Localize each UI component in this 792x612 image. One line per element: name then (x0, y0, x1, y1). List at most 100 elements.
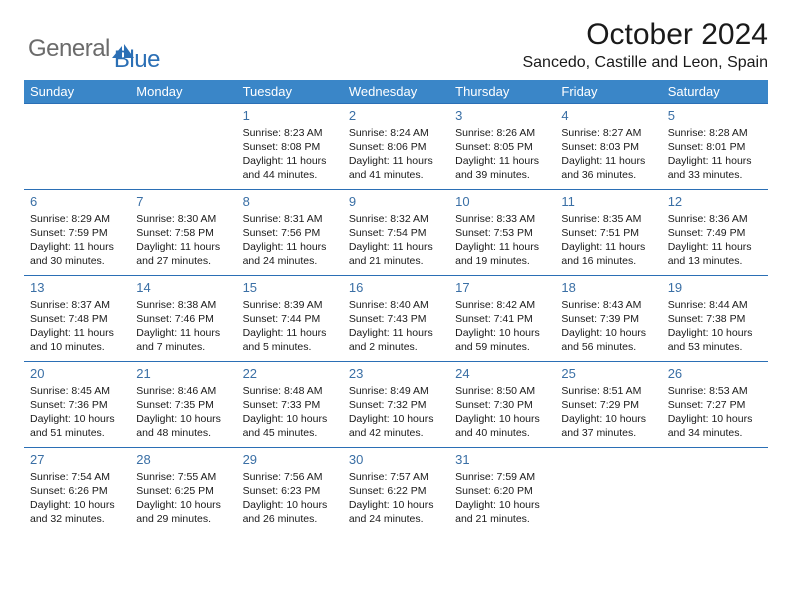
logo: General Blue (28, 24, 160, 74)
day-info: Sunrise: 8:35 AMSunset: 7:51 PMDaylight:… (561, 212, 655, 269)
day-number: 12 (668, 193, 762, 211)
calendar-cell: 29Sunrise: 7:56 AMSunset: 6:23 PMDayligh… (237, 448, 343, 534)
day-number: 30 (349, 451, 443, 469)
day-info: Sunrise: 8:46 AMSunset: 7:35 PMDaylight:… (136, 384, 230, 441)
day-number: 28 (136, 451, 230, 469)
calendar-cell: 27Sunrise: 7:54 AMSunset: 6:26 PMDayligh… (24, 448, 130, 534)
calendar-cell: 26Sunrise: 8:53 AMSunset: 7:27 PMDayligh… (662, 362, 768, 448)
calendar-cell: 12Sunrise: 8:36 AMSunset: 7:49 PMDayligh… (662, 190, 768, 276)
weekday-header-row: Sunday Monday Tuesday Wednesday Thursday… (24, 80, 768, 104)
day-number: 16 (349, 279, 443, 297)
day-number: 13 (30, 279, 124, 297)
calendar-cell: 15Sunrise: 8:39 AMSunset: 7:44 PMDayligh… (237, 276, 343, 362)
calendar-cell: 5Sunrise: 8:28 AMSunset: 8:01 PMDaylight… (662, 104, 768, 190)
logo-text-blue: Blue (114, 46, 160, 74)
calendar-cell: 6Sunrise: 8:29 AMSunset: 7:59 PMDaylight… (24, 190, 130, 276)
calendar-row: 20Sunrise: 8:45 AMSunset: 7:36 PMDayligh… (24, 362, 768, 448)
day-info: Sunrise: 8:30 AMSunset: 7:58 PMDaylight:… (136, 212, 230, 269)
day-number: 19 (668, 279, 762, 297)
day-info: Sunrise: 8:40 AMSunset: 7:43 PMDaylight:… (349, 298, 443, 355)
day-number: 17 (455, 279, 549, 297)
day-info: Sunrise: 8:39 AMSunset: 7:44 PMDaylight:… (243, 298, 337, 355)
day-info: Sunrise: 8:24 AMSunset: 8:06 PMDaylight:… (349, 126, 443, 183)
calendar-table: Sunday Monday Tuesday Wednesday Thursday… (24, 80, 768, 534)
day-info: Sunrise: 8:23 AMSunset: 8:08 PMDaylight:… (243, 126, 337, 183)
day-number: 24 (455, 365, 549, 383)
day-info: Sunrise: 8:50 AMSunset: 7:30 PMDaylight:… (455, 384, 549, 441)
day-number: 6 (30, 193, 124, 211)
weekday-header: Wednesday (343, 80, 449, 104)
day-number: 23 (349, 365, 443, 383)
day-number: 5 (668, 107, 762, 125)
day-info: Sunrise: 7:56 AMSunset: 6:23 PMDaylight:… (243, 470, 337, 527)
day-info: Sunrise: 7:57 AMSunset: 6:22 PMDaylight:… (349, 470, 443, 527)
day-info: Sunrise: 8:36 AMSunset: 7:49 PMDaylight:… (668, 212, 762, 269)
calendar-row: 27Sunrise: 7:54 AMSunset: 6:26 PMDayligh… (24, 448, 768, 534)
calendar-cell: 31Sunrise: 7:59 AMSunset: 6:20 PMDayligh… (449, 448, 555, 534)
day-info: Sunrise: 8:45 AMSunset: 7:36 PMDaylight:… (30, 384, 124, 441)
calendar-cell: 28Sunrise: 7:55 AMSunset: 6:25 PMDayligh… (130, 448, 236, 534)
calendar-cell: 2Sunrise: 8:24 AMSunset: 8:06 PMDaylight… (343, 104, 449, 190)
weekday-header: Saturday (662, 80, 768, 104)
weekday-header: Sunday (24, 80, 130, 104)
day-number: 9 (349, 193, 443, 211)
day-info: Sunrise: 7:59 AMSunset: 6:20 PMDaylight:… (455, 470, 549, 527)
calendar-cell: 14Sunrise: 8:38 AMSunset: 7:46 PMDayligh… (130, 276, 236, 362)
calendar-cell: 3Sunrise: 8:26 AMSunset: 8:05 PMDaylight… (449, 104, 555, 190)
weekday-header: Friday (555, 80, 661, 104)
calendar-cell: 20Sunrise: 8:45 AMSunset: 7:36 PMDayligh… (24, 362, 130, 448)
calendar-cell: 9Sunrise: 8:32 AMSunset: 7:54 PMDaylight… (343, 190, 449, 276)
calendar-cell: 11Sunrise: 8:35 AMSunset: 7:51 PMDayligh… (555, 190, 661, 276)
day-number: 3 (455, 107, 549, 125)
day-number: 1 (243, 107, 337, 125)
calendar-cell: 24Sunrise: 8:50 AMSunset: 7:30 PMDayligh… (449, 362, 555, 448)
calendar-cell: 8Sunrise: 8:31 AMSunset: 7:56 PMDaylight… (237, 190, 343, 276)
day-info: Sunrise: 8:32 AMSunset: 7:54 PMDaylight:… (349, 212, 443, 269)
day-number: 18 (561, 279, 655, 297)
calendar-row: 6Sunrise: 8:29 AMSunset: 7:59 PMDaylight… (24, 190, 768, 276)
calendar-cell: 4Sunrise: 8:27 AMSunset: 8:03 PMDaylight… (555, 104, 661, 190)
day-info: Sunrise: 8:43 AMSunset: 7:39 PMDaylight:… (561, 298, 655, 355)
calendar-cell: 13Sunrise: 8:37 AMSunset: 7:48 PMDayligh… (24, 276, 130, 362)
calendar-cell: 7Sunrise: 8:30 AMSunset: 7:58 PMDaylight… (130, 190, 236, 276)
day-info: Sunrise: 8:49 AMSunset: 7:32 PMDaylight:… (349, 384, 443, 441)
calendar-cell: 23Sunrise: 8:49 AMSunset: 7:32 PMDayligh… (343, 362, 449, 448)
calendar-cell: 22Sunrise: 8:48 AMSunset: 7:33 PMDayligh… (237, 362, 343, 448)
day-info: Sunrise: 7:54 AMSunset: 6:26 PMDaylight:… (30, 470, 124, 527)
day-number: 20 (30, 365, 124, 383)
calendar-cell: 16Sunrise: 8:40 AMSunset: 7:43 PMDayligh… (343, 276, 449, 362)
calendar-cell (555, 448, 661, 534)
day-number: 29 (243, 451, 337, 469)
day-number: 31 (455, 451, 549, 469)
day-info: Sunrise: 8:51 AMSunset: 7:29 PMDaylight:… (561, 384, 655, 441)
day-info: Sunrise: 8:48 AMSunset: 7:33 PMDaylight:… (243, 384, 337, 441)
day-number: 7 (136, 193, 230, 211)
day-info: Sunrise: 8:33 AMSunset: 7:53 PMDaylight:… (455, 212, 549, 269)
calendar-cell: 18Sunrise: 8:43 AMSunset: 7:39 PMDayligh… (555, 276, 661, 362)
day-info: Sunrise: 8:44 AMSunset: 7:38 PMDaylight:… (668, 298, 762, 355)
day-number: 27 (30, 451, 124, 469)
day-number: 4 (561, 107, 655, 125)
day-info: Sunrise: 8:29 AMSunset: 7:59 PMDaylight:… (30, 212, 124, 269)
weekday-header: Tuesday (237, 80, 343, 104)
weekday-header: Thursday (449, 80, 555, 104)
calendar-cell (24, 104, 130, 190)
day-number: 15 (243, 279, 337, 297)
calendar-cell: 30Sunrise: 7:57 AMSunset: 6:22 PMDayligh… (343, 448, 449, 534)
calendar-body: 1Sunrise: 8:23 AMSunset: 8:08 PMDaylight… (24, 104, 768, 534)
day-info: Sunrise: 8:27 AMSunset: 8:03 PMDaylight:… (561, 126, 655, 183)
calendar-cell: 25Sunrise: 8:51 AMSunset: 7:29 PMDayligh… (555, 362, 661, 448)
day-info: Sunrise: 8:38 AMSunset: 7:46 PMDaylight:… (136, 298, 230, 355)
day-number: 22 (243, 365, 337, 383)
weekday-header: Monday (130, 80, 236, 104)
day-number: 10 (455, 193, 549, 211)
day-info: Sunrise: 8:53 AMSunset: 7:27 PMDaylight:… (668, 384, 762, 441)
logo-text-general: General (28, 35, 110, 63)
calendar-cell: 10Sunrise: 8:33 AMSunset: 7:53 PMDayligh… (449, 190, 555, 276)
calendar-row: 13Sunrise: 8:37 AMSunset: 7:48 PMDayligh… (24, 276, 768, 362)
day-info: Sunrise: 8:28 AMSunset: 8:01 PMDaylight:… (668, 126, 762, 183)
calendar-cell: 17Sunrise: 8:42 AMSunset: 7:41 PMDayligh… (449, 276, 555, 362)
day-number: 25 (561, 365, 655, 383)
day-info: Sunrise: 8:42 AMSunset: 7:41 PMDaylight:… (455, 298, 549, 355)
day-number: 26 (668, 365, 762, 383)
